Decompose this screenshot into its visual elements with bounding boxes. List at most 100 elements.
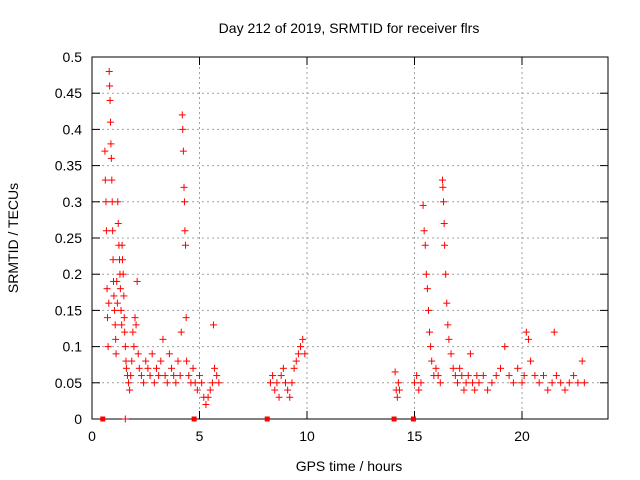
data-point (417, 379, 425, 387)
data-point (524, 335, 532, 343)
data-point (454, 379, 461, 387)
data-point (427, 343, 435, 351)
data-point (109, 227, 117, 235)
data-point (475, 379, 483, 387)
data-point (130, 343, 138, 351)
data-point (514, 364, 522, 372)
data-point (181, 227, 189, 235)
data-point (103, 314, 111, 322)
data-point (165, 350, 173, 358)
grid-lines (92, 57, 608, 419)
data-point (484, 386, 492, 394)
data-point (492, 372, 500, 380)
data-point (421, 241, 429, 249)
data-point (460, 386, 468, 394)
data-point (177, 328, 185, 336)
data-point (193, 386, 201, 394)
data-point (505, 372, 513, 380)
y-tick-label: 0.05 (55, 375, 82, 391)
data-point (202, 401, 210, 409)
y-tick-label: 0.15 (55, 302, 82, 318)
data-point (509, 379, 517, 387)
data-point (391, 416, 397, 422)
data-point (109, 256, 117, 264)
data-point (271, 386, 279, 394)
data-point (434, 372, 442, 380)
data-point (128, 357, 136, 365)
data-point (185, 372, 193, 380)
data-point (410, 416, 416, 422)
data-point (132, 321, 140, 329)
data-point (286, 393, 294, 401)
data-point (118, 321, 126, 329)
data-point (440, 198, 448, 206)
x-tick-label: 20 (514, 428, 530, 444)
data-point (125, 379, 133, 387)
data-point (561, 386, 569, 394)
data-point (196, 372, 203, 380)
data-point (107, 140, 115, 148)
data-point (393, 393, 401, 401)
data-point (299, 335, 307, 343)
data-point (497, 364, 504, 372)
data-point (428, 357, 436, 365)
data-point (170, 372, 178, 380)
data-point (479, 372, 487, 380)
data-point (290, 364, 298, 372)
data-point (121, 343, 129, 351)
y-tick-label: 0.2 (63, 266, 83, 282)
data-point (522, 328, 530, 336)
axes (91, 56, 609, 420)
data-point (106, 82, 114, 90)
data-point (488, 379, 496, 387)
data-point (180, 183, 188, 191)
data-point (462, 379, 470, 387)
data-point (266, 379, 274, 387)
x-tick-label: 5 (196, 428, 204, 444)
data-point (176, 372, 184, 380)
data-point (548, 379, 556, 387)
data-point (126, 386, 134, 394)
data-point (570, 372, 578, 380)
data-point (282, 379, 289, 387)
data-point (426, 328, 434, 336)
data-point (150, 379, 158, 387)
y-tick-label: 0.1 (63, 339, 83, 355)
data-point (118, 241, 126, 249)
data-point (103, 285, 111, 293)
data-point (458, 372, 466, 380)
data-point (456, 364, 464, 372)
data-point (189, 364, 197, 372)
y-tick-label: 0.45 (55, 85, 82, 101)
data-point (105, 67, 113, 75)
data-point (411, 379, 418, 387)
data-point (142, 357, 150, 365)
data-point (557, 379, 565, 387)
tick-labels: 0 0.05 0.1 0.15 0.2 0.25 0.3 0.35 0.4 0.45 0.5 0 5 10… (55, 49, 530, 444)
y-tick-label: 0.5 (63, 49, 83, 65)
data-point (440, 220, 448, 228)
data-point (112, 350, 120, 358)
data-point (544, 386, 552, 394)
data-point (114, 198, 122, 206)
data-point (469, 379, 477, 387)
data-point (127, 372, 135, 380)
data-point (159, 335, 167, 343)
data-point (264, 416, 270, 422)
data-point (117, 306, 125, 314)
data-point (527, 357, 535, 365)
data-point (451, 372, 459, 380)
data-point (574, 379, 582, 387)
data-point (578, 357, 586, 365)
data-point (104, 343, 112, 351)
data-point (157, 357, 165, 365)
data-point (116, 285, 124, 293)
y-tick-label: 0.4 (63, 121, 83, 137)
data-point (155, 372, 163, 380)
data-point (102, 198, 110, 206)
data-point (111, 321, 119, 329)
data-point (501, 343, 509, 351)
data-point (415, 386, 423, 394)
data-point (277, 372, 285, 380)
data-point (297, 343, 305, 351)
